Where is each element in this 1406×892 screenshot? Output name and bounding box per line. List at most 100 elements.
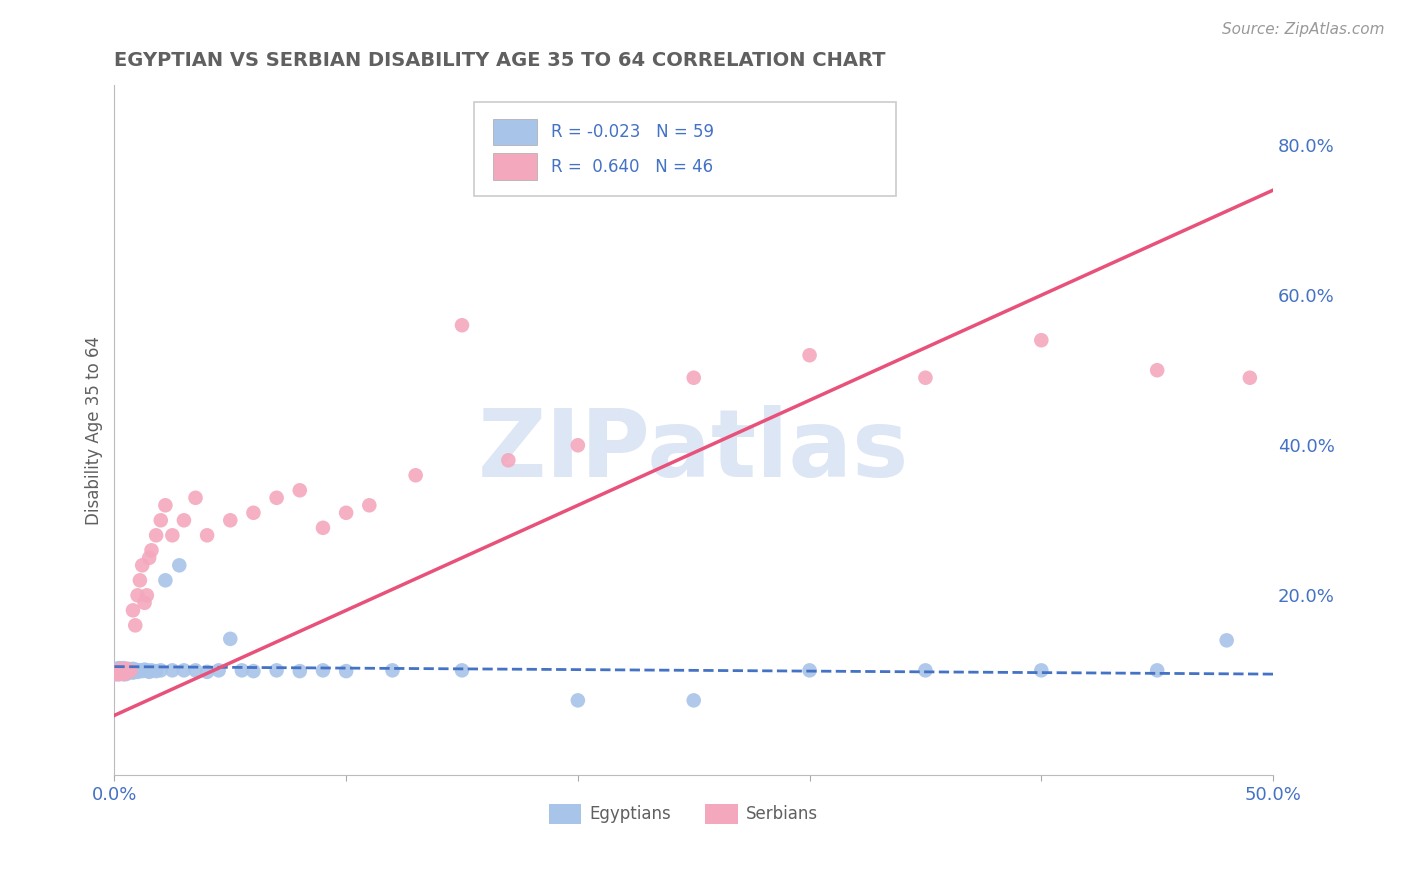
Point <box>120 664 142 678</box>
Point <box>1146 363 1168 377</box>
Point <box>799 664 821 678</box>
Point <box>117 662 139 676</box>
Text: Egyptians: Egyptians <box>589 805 671 823</box>
Point <box>195 665 218 679</box>
Point <box>242 664 264 678</box>
Point <box>195 528 218 542</box>
Point <box>567 693 589 707</box>
Point <box>110 665 132 679</box>
Point <box>110 665 132 680</box>
Point <box>108 665 131 679</box>
Point <box>112 661 135 675</box>
Point <box>115 662 138 676</box>
Point <box>120 664 142 678</box>
Point <box>131 558 153 573</box>
Point <box>124 618 146 632</box>
Point <box>127 664 149 678</box>
Point <box>117 665 139 679</box>
Point <box>312 521 335 535</box>
Point <box>162 664 184 678</box>
Point <box>149 513 172 527</box>
Point <box>155 574 177 588</box>
Point <box>124 664 146 678</box>
Point <box>1146 664 1168 678</box>
Point <box>682 693 704 707</box>
FancyBboxPatch shape <box>494 153 537 179</box>
Point <box>149 664 172 678</box>
Point <box>108 667 131 681</box>
Point <box>124 663 146 677</box>
Text: Serbians: Serbians <box>745 805 818 823</box>
Point <box>451 664 474 678</box>
Point <box>1239 370 1261 384</box>
Text: ZIPatlas: ZIPatlas <box>478 405 910 497</box>
Point <box>112 667 135 681</box>
Point <box>498 453 520 467</box>
Point <box>173 513 195 527</box>
Point <box>155 498 177 512</box>
Point <box>110 662 132 676</box>
Point <box>219 513 242 527</box>
Point <box>138 550 160 565</box>
Point <box>145 664 167 678</box>
Point <box>231 664 253 678</box>
Point <box>242 506 264 520</box>
Point <box>162 528 184 542</box>
Point <box>219 632 242 646</box>
Point <box>108 667 131 681</box>
Point <box>288 664 311 678</box>
Point <box>117 665 139 679</box>
FancyBboxPatch shape <box>706 805 738 823</box>
Text: Source: ZipAtlas.com: Source: ZipAtlas.com <box>1222 22 1385 37</box>
Point <box>105 664 128 678</box>
Point <box>134 663 156 677</box>
Point <box>184 491 207 505</box>
Point <box>567 438 589 452</box>
Point <box>169 558 191 573</box>
Point <box>141 543 163 558</box>
Point <box>173 664 195 678</box>
Point <box>105 665 128 679</box>
Y-axis label: Disability Age 35 to 64: Disability Age 35 to 64 <box>86 335 103 524</box>
Point <box>115 667 138 681</box>
Point <box>914 370 936 384</box>
FancyBboxPatch shape <box>548 805 581 823</box>
FancyBboxPatch shape <box>494 119 537 145</box>
Point <box>104 667 127 681</box>
Point <box>105 664 128 678</box>
Point <box>105 667 128 681</box>
Point <box>117 664 139 678</box>
Point <box>184 664 207 678</box>
Point <box>138 665 160 679</box>
Point <box>134 596 156 610</box>
Point <box>135 588 157 602</box>
Point <box>1215 633 1237 648</box>
Point <box>288 483 311 498</box>
Point <box>141 664 163 678</box>
Point <box>266 491 288 505</box>
Text: EGYPTIAN VS SERBIAN DISABILITY AGE 35 TO 64 CORRELATION CHART: EGYPTIAN VS SERBIAN DISABILITY AGE 35 TO… <box>114 51 886 70</box>
Point <box>1031 664 1053 678</box>
Point <box>129 574 152 588</box>
Point <box>682 370 704 384</box>
Point <box>1031 333 1053 347</box>
Point <box>359 498 381 512</box>
Point <box>129 664 152 678</box>
Point <box>799 348 821 362</box>
Point <box>405 468 427 483</box>
Point <box>115 665 138 680</box>
FancyBboxPatch shape <box>474 103 897 195</box>
Point <box>122 662 145 676</box>
Point <box>110 662 132 676</box>
Point <box>208 664 231 678</box>
Point <box>914 664 936 678</box>
Point <box>335 506 357 520</box>
Point <box>266 664 288 678</box>
Point <box>135 664 157 678</box>
Point <box>112 665 135 679</box>
Point <box>115 664 138 678</box>
Point <box>451 318 474 333</box>
Point <box>312 664 335 678</box>
Point <box>127 588 149 602</box>
Text: R = -0.023   N = 59: R = -0.023 N = 59 <box>551 123 714 141</box>
